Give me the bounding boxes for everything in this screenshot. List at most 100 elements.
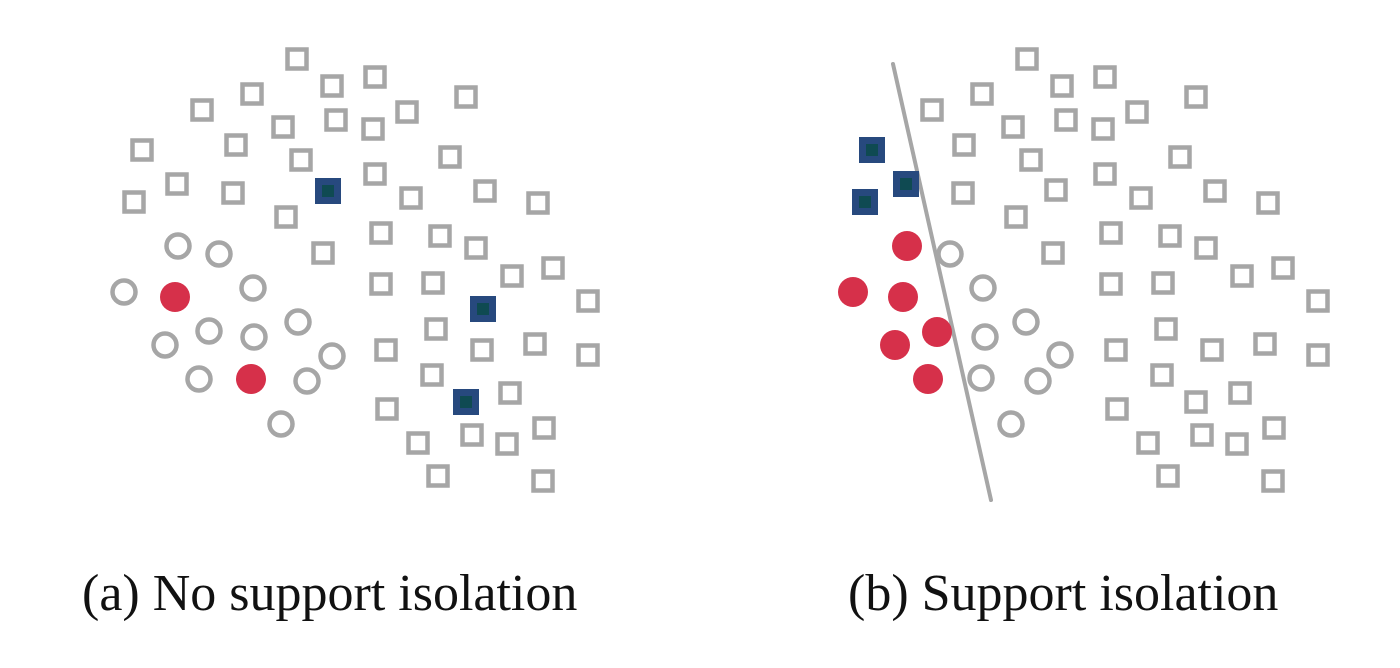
panel-a-unlabeled-square-44 (531, 469, 555, 493)
panel-a-unlabeled-circle-1 (205, 240, 233, 268)
panel-a-scatter (110, 47, 600, 493)
panel-b-support-circle-0 (892, 231, 922, 261)
panel-b-unlabeled-circle-5 (967, 364, 995, 392)
panel-b-unlabeled-square-24 (1099, 272, 1123, 296)
panel-b-unlabeled-circle-3 (971, 323, 999, 351)
panel-a-unlabeled-circle-0 (164, 232, 192, 260)
panel-a-unlabeled-square-5 (271, 115, 295, 139)
panel-a-unlabeled-circle-10 (293, 367, 321, 395)
panel-b-unlabeled-square-42 (1261, 469, 1285, 493)
panel-b-unlabeled-square-17 (1203, 179, 1227, 203)
panel-b-unlabeled-square-31 (1200, 338, 1224, 362)
panel-a-unlabeled-square-43 (426, 464, 450, 488)
panel-a-unlabeled-circle-9 (185, 365, 213, 393)
panel-b-support-circle-5 (913, 364, 943, 394)
panel-b-unlabeled-square-11 (1019, 148, 1043, 172)
panel-a-unlabeled-square-28 (500, 264, 524, 288)
panel-b-unlabeled-square-14 (951, 181, 975, 205)
panel-b-unlabeled-square-12 (1093, 162, 1117, 186)
panel-b-support-circle-2 (888, 282, 918, 312)
panel-b-unlabeled-square-29 (1154, 317, 1178, 341)
panel-b-unlabeled-square-26 (1230, 264, 1254, 288)
panel-b-unlabeled-circle-0 (936, 240, 964, 268)
panel-a-unlabeled-square-14 (438, 145, 462, 169)
panel-b-unlabeled-square-21 (1158, 224, 1182, 248)
panel-a-unlabeled-square-9 (454, 85, 478, 109)
panel-a-unlabeled-square-16 (165, 172, 189, 196)
panel-b-support-circle-1 (838, 277, 868, 307)
panel-b-unlabeled-square-40 (1262, 416, 1286, 440)
panel-a-unlabeled-square-7 (361, 117, 385, 141)
panel-a-unlabeled-circle-7 (151, 331, 179, 359)
panel-a-unlabeled-square-17 (221, 181, 245, 205)
panel-b-unlabeled-square-35 (1228, 381, 1252, 405)
panel-a-unlabeled-square-11 (224, 133, 248, 157)
panel-a-unlabeled-square-30 (576, 289, 600, 313)
panel-b-unlabeled-square-28 (1306, 289, 1330, 313)
panel-b-unlabeled-square-43 (1184, 390, 1208, 414)
panel-a-unlabeled-square-29 (541, 256, 565, 280)
panel-b-unlabeled-square-19 (1004, 205, 1028, 229)
panel-b-unlabeled-square-41 (1156, 464, 1180, 488)
panel-a-unlabeled-circle-2 (110, 278, 138, 306)
panel-b-unlabeled-square-27 (1271, 256, 1295, 280)
panel-a-unlabeled-square-23 (428, 224, 452, 248)
panel-a-unlabeled-circle-3 (239, 274, 267, 302)
panel-b-unlabeled-circle-4 (1046, 341, 1074, 369)
panel-a-unlabeled-square-0 (285, 47, 309, 71)
panel-a-unlabeled-square-42 (532, 416, 556, 440)
caption-panel-b: (b) Support isolation (848, 565, 1279, 622)
panel-a-unlabeled-square-25 (311, 241, 335, 265)
panel-b-unlabeled-square-36 (1105, 397, 1129, 421)
panel-a-support-square-core-2 (460, 396, 472, 408)
panel-b-unlabeled-square-16 (1129, 186, 1153, 210)
panel-a-unlabeled-square-40 (460, 423, 484, 447)
panel-a-unlabeled-circle-5 (195, 317, 223, 345)
panel-b-unlabeled-square-23 (1041, 241, 1065, 265)
panel-a-unlabeled-square-19 (399, 186, 423, 210)
panel-a-unlabeled-square-18 (274, 205, 298, 229)
panel-b-unlabeled-square-13 (1168, 145, 1192, 169)
panel-a-unlabeled-circle-8 (318, 342, 346, 370)
panel-a-unlabeled-square-26 (369, 272, 393, 296)
panel-b-unlabeled-square-9 (1184, 85, 1208, 109)
panel-b-unlabeled-square-25 (1151, 271, 1175, 295)
panel-b-unlabeled-square-33 (1306, 343, 1330, 367)
panel-b-separator-line (891, 62, 993, 502)
panel-a-unlabeled-square-1 (240, 82, 264, 106)
panel-a-support-circle-1 (236, 364, 266, 394)
panel-a-unlabeled-square-34 (523, 332, 547, 356)
panel-a-unlabeled-square-4 (190, 98, 214, 122)
panel-b-support-square-core-0 (866, 144, 878, 156)
panel-a-unlabeled-square-20 (473, 179, 497, 203)
panel-b-unlabeled-square-37 (1136, 431, 1160, 455)
panel-b-unlabeled-square-20 (1099, 221, 1123, 245)
panel-b-unlabeled-square-38 (1190, 423, 1214, 447)
panel-a-unlabeled-square-37 (498, 381, 522, 405)
panel-a-unlabeled-square-10 (130, 138, 154, 162)
panel-b-unlabeled-square-1 (970, 82, 994, 106)
panel-b-unlabeled-square-0 (1015, 47, 1039, 71)
panel-a-unlabeled-square-38 (375, 397, 399, 421)
panel-b-scatter (838, 47, 1330, 502)
panel-a-support-square-core-1 (477, 303, 489, 315)
panel-a-unlabeled-square-12 (289, 148, 313, 172)
panel-b-unlabeled-square-18 (1256, 191, 1280, 215)
panel-b-unlabeled-square-5 (1001, 115, 1025, 139)
panel-b-unlabeled-square-22 (1194, 236, 1218, 260)
panel-a-unlabeled-square-33 (470, 338, 494, 362)
panel-b-unlabeled-square-34 (1150, 363, 1174, 387)
panel-b-unlabeled-square-8 (1125, 100, 1149, 124)
panel-a-support-square-core-0 (322, 185, 334, 197)
panel-b-support-circle-4 (880, 330, 910, 360)
panel-a-unlabeled-square-31 (424, 317, 448, 341)
panel-a-unlabeled-square-32 (374, 338, 398, 362)
panel-a-unlabeled-square-36 (420, 363, 444, 387)
panel-a-unlabeled-square-6 (324, 108, 348, 132)
panel-b-support-circle-3 (922, 317, 952, 347)
caption-panel-a: (a) No support isolation (82, 565, 578, 622)
panel-a-unlabeled-square-27 (421, 271, 445, 295)
panel-b-support-square-core-2 (859, 196, 871, 208)
panel-b-unlabeled-circle-1 (969, 274, 997, 302)
